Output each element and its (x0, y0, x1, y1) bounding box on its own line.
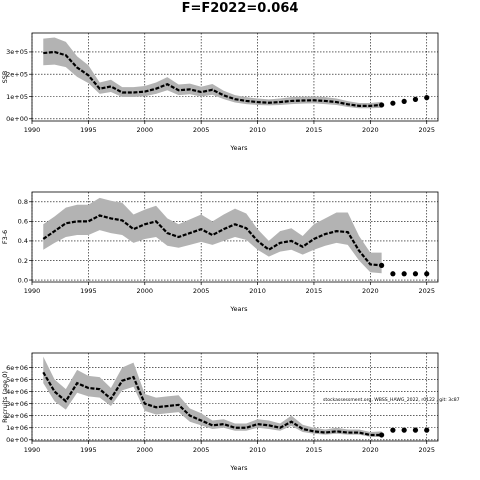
fishing-mortality-panel: 1990 1995 2000 2005 2010 2015 2020 2025 0.0 0.2 0.… (1, 191, 439, 313)
rec-estimate-line (42, 371, 382, 437)
rec-x-tick-label: 2010 (249, 446, 266, 454)
rec-confidence-band (43, 356, 382, 438)
f-forecast-point (412, 271, 419, 277)
rec-y-tick-label: 1e+06 (6, 424, 28, 432)
rec-forecast-point (390, 427, 396, 433)
ssb-forecast-point (424, 95, 430, 101)
ssb-x-tick-label: 2005 (193, 126, 210, 134)
source-annotation: stockassessment.org, WBSS_HAWG_2022, r01… (323, 397, 460, 403)
f-plot-frame (31, 191, 439, 283)
rec-y-tick-label: 6e+06 (6, 364, 28, 372)
ssb-x-tick-label: 2015 (306, 126, 323, 134)
ssb-x-tick-label: 2025 (418, 126, 435, 134)
rec-x-tick-label: 2005 (193, 446, 210, 454)
ssb-y-tick-label: 1e+05 (6, 93, 28, 101)
rec-x-tick-label: 1995 (80, 446, 97, 454)
ssb-y-tick-label: 3e+05 (6, 48, 28, 56)
rec-x-axis-label: Years (229, 464, 248, 472)
rec-y-tick-label: 0e+00 (6, 436, 28, 444)
f-x-axis-label: Years (229, 305, 248, 313)
rec-x-tick-label: 2020 (362, 446, 379, 454)
ssb-x-tick-label: 1990 (24, 126, 41, 134)
ssb-forecast-point (401, 98, 407, 104)
ssb-forecast-point (390, 100, 396, 106)
ssb-x-tick-label: 2000 (137, 126, 154, 134)
f-x-tick-label: 2005 (193, 287, 210, 295)
rec-forecast-point (424, 427, 430, 433)
f-y-axis-label: F3-6 (1, 230, 9, 244)
rec-terminal-point (379, 432, 385, 438)
rec-y-tick-label: 5e+06 (6, 376, 28, 384)
f-estimate-line (42, 214, 382, 267)
f-x-tick-label: 2000 (137, 287, 154, 295)
figure-title: F=F2022=0.064 (182, 1, 299, 16)
rec-plot-frame (31, 352, 439, 442)
rec-x-tick-label: 2025 (418, 446, 435, 454)
f-forecast-point (390, 271, 396, 277)
rec-y-axis-label: Recruits (age 0) (1, 371, 9, 423)
f-x-tick-label: 2020 (362, 287, 379, 295)
f-x-tick-label: 1995 (80, 287, 97, 295)
f-confidence-band (43, 197, 382, 274)
ssb-estimate-line (43, 50, 382, 107)
rec-x-tick-label: 2015 (306, 446, 323, 454)
f-y-tick-label: 0.4 (18, 237, 28, 245)
ssb-y-tick-label: 0e+00 (6, 115, 28, 123)
ssb-panel: 1990 1995 2000 2005 2010 2015 2020 2025 0e+00 1e+… (1, 32, 439, 152)
ssb-y-axis-label: SSB (1, 71, 9, 84)
rec-x-tick-label: 1990 (24, 446, 41, 454)
f-y-tick-label: 0.2 (18, 257, 28, 265)
f-x-tick-label: 2015 (306, 287, 323, 295)
rec-forecast-point (412, 427, 419, 433)
ssb-confidence-band (43, 37, 382, 109)
f-x-tick-label: 2010 (249, 287, 266, 295)
ssb-forecast-point (412, 96, 419, 102)
f-y-tick-label: 0.6 (18, 218, 28, 226)
ssb-plot-frame (31, 32, 439, 122)
ssb-y-tick-label: 2e+05 (6, 71, 28, 79)
ssb-x-axis-label: Years (229, 144, 248, 152)
f-y-tick-label: 0.0 (18, 276, 28, 284)
ssb-x-tick-label: 2020 (362, 126, 379, 134)
rec-x-tick-label: 2000 (137, 446, 154, 454)
ssb-x-tick-label: 1995 (80, 126, 97, 134)
rec-forecast-point (401, 427, 407, 433)
f-y-tick-label: 0.8 (18, 198, 28, 206)
f-forecast-point (401, 271, 407, 277)
ssb-x-tick-label: 2010 (249, 126, 266, 134)
rec-y-tick-label: 3e+06 (6, 400, 28, 408)
f-forecast-point (424, 271, 430, 277)
ssb-terminal-point (379, 102, 385, 108)
f-terminal-point (379, 262, 385, 268)
rec-y-tick-label: 4e+06 (6, 388, 28, 396)
f-x-tick-label: 2025 (418, 287, 435, 295)
rec-y-tick-label: 2e+06 (6, 412, 28, 420)
f-x-tick-label: 1990 (24, 287, 41, 295)
recruitment-panel: 1990 1995 2000 2005 2010 2015 2020 2025 0e+00 1e+… (1, 352, 439, 472)
